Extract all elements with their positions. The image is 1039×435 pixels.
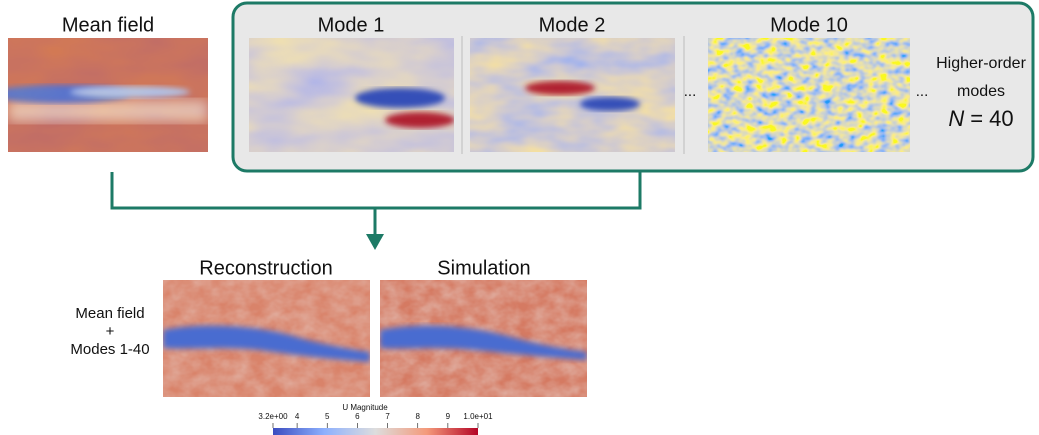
reconstruction-image: [163, 280, 370, 397]
higher-order-label: Higher-order: [936, 55, 1026, 72]
panel-label: Simulation: [437, 257, 530, 279]
colorbar-title: U Magnitude: [342, 403, 388, 412]
ellipsis: ...: [684, 83, 697, 100]
mode-image: [470, 38, 675, 152]
diagram: Mean field Mode 1 Mode 2 Mode 10 ... ...…: [0, 0, 1039, 435]
colorbar-tick-label: 6: [355, 412, 360, 421]
count-text: = 40: [970, 106, 1013, 131]
mode-label: Mode 2: [539, 14, 606, 36]
colorbar-ticks: 3.2e+00 4 5 6 7 8 9 1.0e+01: [258, 412, 493, 428]
mode-label: Mode 10: [770, 14, 848, 36]
panel-label: Reconstruction: [199, 257, 332, 279]
colorbar-tick-label: 1.0e+01: [463, 412, 493, 421]
mode-image: [249, 38, 455, 152]
mode-count: N= 40: [948, 106, 1013, 131]
count-symbol: N: [948, 106, 964, 131]
mean-field-label: Mean field: [62, 14, 154, 36]
colorbar-tick-label: 5: [325, 412, 330, 421]
connector: [112, 172, 640, 236]
simulation-image: [380, 280, 587, 397]
ellipsis: ...: [916, 83, 929, 100]
mode-label: Mode 1: [318, 14, 385, 36]
higher-order-label: modes: [957, 83, 1005, 100]
colorbar: [273, 428, 478, 435]
side-label: Mean field: [75, 305, 144, 322]
colorbar-tick-label: 7: [385, 412, 390, 421]
colorbar-tick-label: 9: [446, 412, 451, 421]
side-label: +: [106, 323, 115, 340]
arrow-head: [366, 234, 384, 250]
colorbar-tick-label: 3.2e+00: [258, 412, 288, 421]
colorbar-tick-label: 4: [295, 412, 300, 421]
colorbar-tick-label: 8: [415, 412, 420, 421]
mode-image: [708, 38, 910, 152]
side-label: Modes 1-40: [70, 341, 149, 358]
mean-field-image: [0, 38, 208, 152]
